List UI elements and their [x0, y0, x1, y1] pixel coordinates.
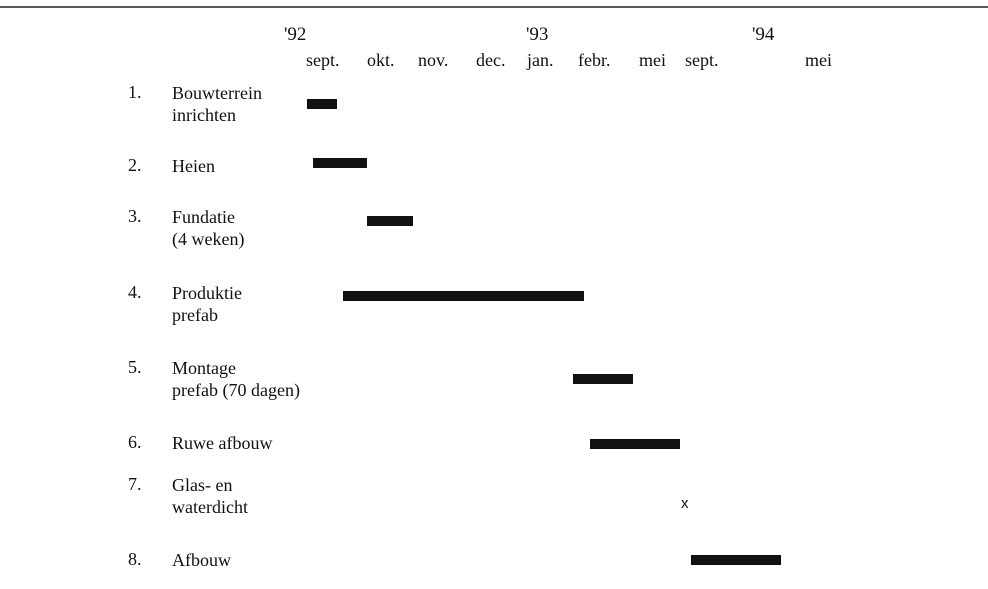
month-label: nov.: [418, 50, 449, 70]
task-bar: [590, 439, 681, 449]
month-label: dec.: [476, 50, 506, 70]
task-number: 5.: [128, 357, 142, 377]
year-label: '94: [752, 24, 775, 45]
task-bar: [367, 216, 413, 226]
task-number: 1.: [128, 82, 142, 102]
task-bar: [691, 555, 781, 565]
task-bar: [307, 99, 337, 109]
year-label: '92: [284, 24, 307, 45]
month-label: okt.: [367, 50, 395, 70]
task-bar: [343, 291, 585, 301]
task-number: 3.: [128, 206, 142, 226]
task-label: Bouwterrein inrichten: [172, 83, 262, 125]
task-label: Afbouw: [172, 550, 231, 570]
milestone-marker: x: [681, 495, 689, 512]
task-number: 2.: [128, 155, 142, 175]
month-label: sept.: [685, 50, 719, 70]
month-label: mei: [805, 50, 832, 70]
top-rule: [0, 6, 988, 8]
task-label: Glas- en waterdicht: [172, 475, 248, 517]
task-number: 7.: [128, 474, 142, 494]
month-label: sept.: [306, 50, 340, 70]
task-label: Fundatie (4 weken): [172, 207, 245, 249]
task-number: 6.: [128, 432, 142, 452]
month-label: febr.: [578, 50, 611, 70]
task-label: Produktie prefab: [172, 283, 242, 325]
month-label: mei: [639, 50, 666, 70]
month-label: jan.: [527, 50, 554, 70]
task-bar: [313, 158, 367, 168]
year-label: '93: [526, 24, 549, 45]
task-label: Montage prefab (70 dagen): [172, 358, 300, 400]
task-bar: [572, 374, 633, 384]
task-label: Heien: [172, 156, 215, 176]
task-label: Ruwe afbouw: [172, 433, 273, 453]
task-number: 4.: [128, 282, 142, 302]
task-number: 8.: [128, 549, 142, 569]
